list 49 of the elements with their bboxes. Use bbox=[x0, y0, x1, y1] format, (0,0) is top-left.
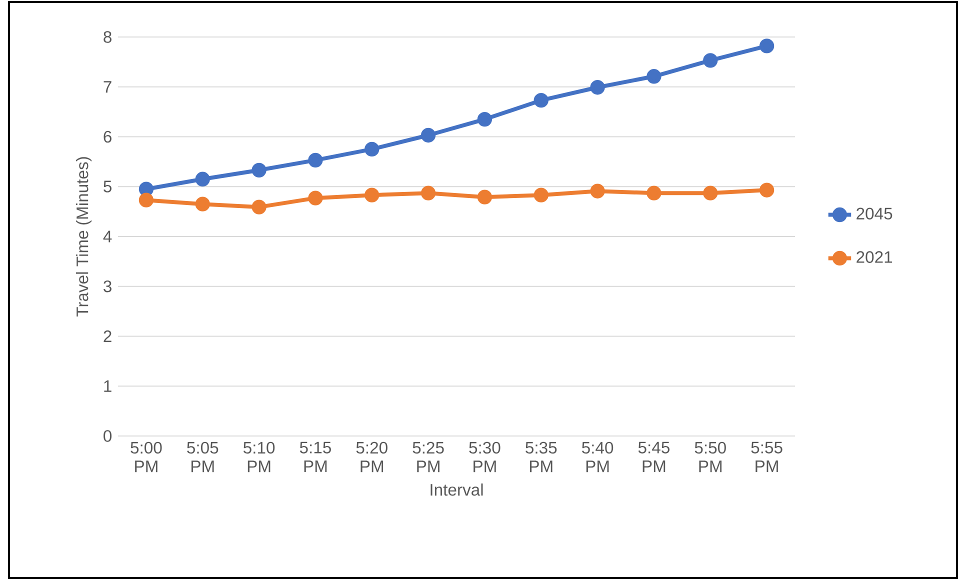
point bbox=[759, 182, 774, 198]
legend-label: 2021 bbox=[856, 251, 892, 263]
x-tick-label: 5:50 PM bbox=[694, 442, 726, 472]
y-tick-label: 1 bbox=[104, 380, 112, 392]
point bbox=[252, 200, 266, 214]
y-axis-title: Travel Time (Minutes) bbox=[76, 157, 92, 317]
point bbox=[477, 190, 492, 204]
x-axis-title: Interval bbox=[430, 483, 483, 496]
x-tick-label: 5:00 PM bbox=[130, 442, 162, 472]
point bbox=[364, 188, 380, 202]
y-tick-label: 2 bbox=[104, 330, 112, 342]
point bbox=[477, 112, 492, 127]
point bbox=[195, 172, 210, 186]
point bbox=[420, 128, 436, 143]
point bbox=[308, 152, 323, 168]
point bbox=[590, 80, 605, 95]
point bbox=[703, 53, 718, 68]
point bbox=[195, 196, 210, 212]
x-tick-label: 5:55 PM bbox=[751, 442, 782, 472]
point bbox=[646, 186, 662, 200]
x-tick-label: 5:35 PM bbox=[526, 442, 557, 472]
x-tick-label: 5:25 PM bbox=[412, 442, 444, 472]
x-tick-label: 5:20 PM bbox=[356, 442, 388, 472]
x-tick-label: 5:45 PM bbox=[638, 442, 670, 472]
point bbox=[252, 162, 266, 178]
point bbox=[534, 188, 548, 202]
point bbox=[138, 192, 154, 208]
y-tick-label: 8 bbox=[104, 31, 112, 43]
y-tick-label: 4 bbox=[103, 230, 112, 242]
point bbox=[703, 186, 718, 200]
point bbox=[138, 182, 154, 196]
x-tick-label: 5:30 PM bbox=[469, 442, 500, 472]
y-tick-label: 3 bbox=[104, 280, 112, 292]
point bbox=[364, 142, 380, 157]
legend-label: 2045 bbox=[856, 208, 892, 220]
y-tick-label: 7 bbox=[104, 81, 112, 93]
x-tick-label: 5:40 PM bbox=[582, 442, 614, 472]
point bbox=[759, 38, 774, 54]
point bbox=[420, 186, 436, 200]
x-tick-label: 5:10 PM bbox=[244, 442, 275, 472]
y-tick-label: 5 bbox=[104, 180, 112, 192]
point bbox=[590, 184, 605, 198]
y-tick-label: 6 bbox=[104, 130, 112, 143]
point bbox=[534, 93, 548, 108]
x-tick-label: 5:05 PM bbox=[187, 442, 218, 472]
point bbox=[646, 69, 662, 84]
y-tick-label: 0 bbox=[104, 430, 112, 442]
x-tick-label: 5:15 PM bbox=[300, 442, 331, 472]
point bbox=[308, 190, 323, 206]
